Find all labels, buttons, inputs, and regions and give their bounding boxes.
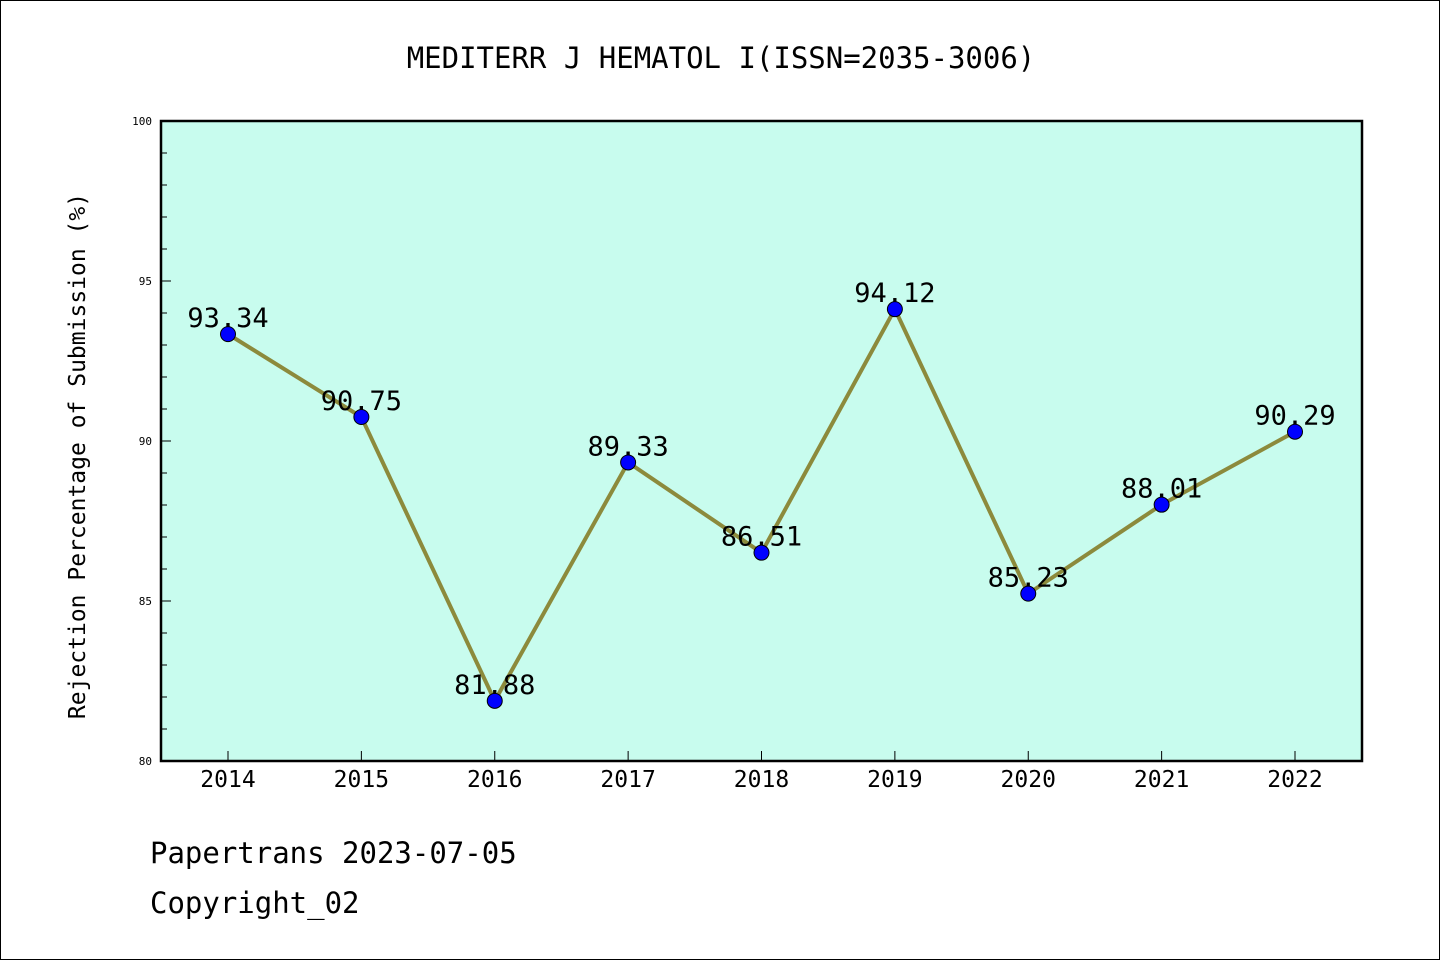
x-tick-label: 2017 — [600, 767, 655, 793]
data-points — [220, 301, 1303, 709]
x-tick-label: 2022 — [1267, 767, 1322, 793]
data-label: 93.34 — [187, 303, 268, 334]
data-point — [753, 544, 770, 561]
source-date-text: Papertrans 2023-07-05 — [150, 836, 517, 870]
x-tick-label: 2021 — [1134, 767, 1189, 793]
chart-title: MEDITERR J HEMATOL I(ISSN=2035-3006) — [407, 41, 1036, 75]
y-tick-label: 80 — [139, 755, 152, 768]
x-tick-label: 2016 — [467, 767, 522, 793]
data-label: 86.51 — [721, 522, 802, 553]
x-tick-label: 2018 — [734, 767, 789, 793]
y-axis: 80 85 90 95 100 — [132, 115, 171, 768]
data-label: 81.88 — [454, 670, 535, 701]
y-tick-label: 95 — [139, 275, 152, 288]
y-tick-label: 85 — [139, 595, 152, 608]
x-tick-label: 2019 — [867, 767, 922, 793]
data-point — [353, 409, 370, 425]
x-axis: 2014 2015 2016 2017 2018 2019 2020 2021 2022 — [200, 751, 1323, 793]
data-label: 90.75 — [321, 386, 402, 417]
data-label: 88.01 — [1121, 474, 1202, 505]
data-point — [220, 326, 236, 343]
data-point — [486, 692, 503, 709]
data-point — [1153, 496, 1170, 513]
x-tick-label: 2020 — [1001, 767, 1056, 793]
data-label: 90.29 — [1254, 401, 1335, 432]
data-label: 85.23 — [988, 563, 1069, 594]
y-axis-label: Rejection Percentage of Submission (%) — [65, 193, 91, 719]
data-point — [1020, 585, 1037, 602]
data-point — [1287, 423, 1303, 440]
y-tick-label: 90 — [139, 435, 152, 448]
data-point — [620, 454, 637, 471]
data-label: 89.33 — [587, 431, 668, 462]
data-label: 94.12 — [854, 278, 935, 309]
y-tick-label: 100 — [132, 115, 152, 128]
plot-area — [159, 119, 1364, 763]
copyright-text: Copyright_02 — [150, 886, 360, 920]
x-tick-label: 2014 — [200, 767, 255, 793]
data-labels: 93.34 90.75 81.88 89.33 86.51 94.12 85.23 88.01… — [187, 278, 1335, 701]
data-point — [886, 301, 903, 318]
x-tick-label: 2015 — [334, 767, 389, 793]
